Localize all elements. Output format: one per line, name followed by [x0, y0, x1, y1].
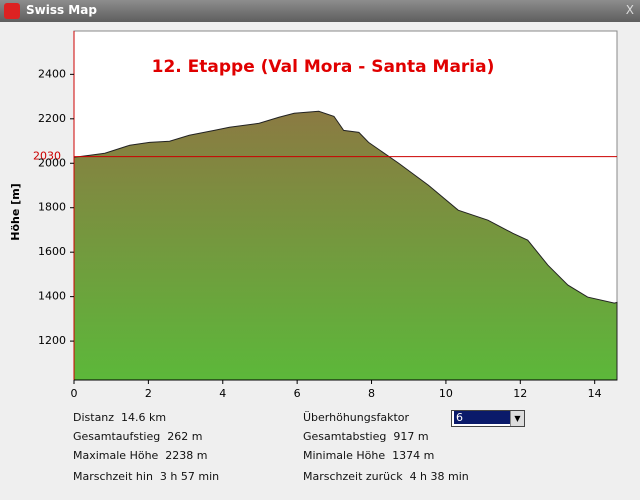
- y-tick-label: 2400: [38, 67, 66, 80]
- y-axis-label: Höhe [m]: [9, 183, 22, 240]
- y-tick-label: 1800: [38, 201, 66, 214]
- x-tick-label: 8: [368, 387, 375, 400]
- x-tick-label: 10: [439, 387, 453, 400]
- app-icon: [4, 3, 20, 19]
- stat-text: Marschzeit zurück 4 h 38 min: [303, 470, 469, 483]
- y-tick-label: 1600: [38, 245, 66, 258]
- x-tick-label: 0: [71, 387, 78, 400]
- factor-dropdown[interactable]: 6 ▼: [451, 410, 525, 427]
- y-tick-label: 1200: [38, 334, 66, 347]
- stat-text: Marschzeit hin 3 h 57 min: [73, 470, 220, 483]
- y-tick-label: 2200: [38, 112, 66, 125]
- window-title: Swiss Map: [26, 3, 97, 17]
- chart: 2030 1200 1400 1600 1800 2000 2200 2400 0 2 4 6 8 10 1…: [9, 30, 618, 400]
- x-tick-label: 14: [588, 387, 602, 400]
- stat-text: Überhöhungsfaktor: [303, 411, 410, 424]
- x-tick-label: 2: [145, 387, 152, 400]
- x-tick-label: 12: [513, 387, 527, 400]
- title-bar: Swiss Map X: [0, 0, 640, 22]
- factor-value: 6: [454, 411, 510, 424]
- chart-title: 12. Etappe (Val Mora - Santa Maria): [152, 57, 495, 77]
- stat-text: Gesamtabstieg 917 m: [303, 430, 429, 443]
- close-button[interactable]: X: [625, 3, 634, 17]
- stat-text: Maximale Höhe 2238 m: [73, 449, 208, 462]
- y-tick-label: 2000: [38, 156, 66, 169]
- dropdown-arrow: ▼: [510, 411, 524, 426]
- elevation-area: [73, 110, 618, 381]
- stat-text: Minimale Höhe 1374 m: [303, 449, 435, 462]
- y-tick-label: 1400: [38, 290, 66, 303]
- reference-label: 2030: [33, 150, 61, 163]
- x-tick-label: 4: [219, 387, 226, 400]
- stat-text: Gesamtaufstieg 262 m: [73, 430, 203, 443]
- stat-text: Distanz 14.6 km: [73, 411, 167, 424]
- x-tick-label: 6: [294, 387, 301, 400]
